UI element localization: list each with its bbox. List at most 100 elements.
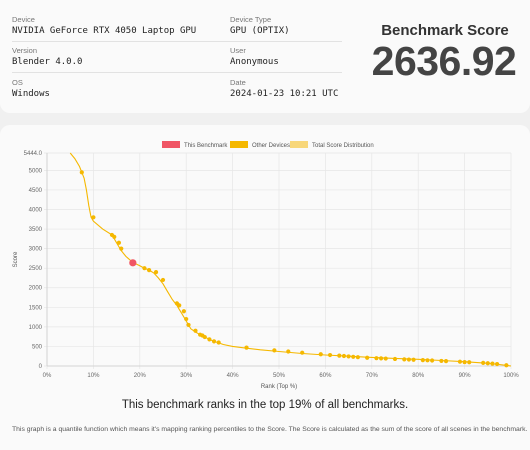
quantile-chart: 0% 10% 20% 30% 40% 50% 60% 70% 80% 90% 100% 0 500 100…: [13, 141, 519, 390]
other-device-point: [184, 316, 189, 322]
benchmark-info-card: Device NVIDIA GeForce RTX 4050 Laptop GP…: [0, 0, 530, 113]
y-tick-label: 5000: [29, 168, 43, 174]
other-device-point: [272, 348, 277, 353]
other-device-point: [116, 240, 122, 245]
y-tick-label: 4500: [29, 188, 43, 194]
y-tick-label: 1000: [29, 325, 43, 331]
other-device-point: [406, 357, 412, 362]
other-device-point: [318, 352, 323, 357]
user-label: User: [230, 46, 246, 55]
device-field: Device NVIDIA GeForce RTX 4050 Laptop GP…: [12, 15, 196, 37]
x-tick-label: 90%: [459, 373, 472, 379]
x-tick-label: 70%: [366, 373, 379, 379]
other-device-point: [439, 358, 444, 364]
other-device-point: [467, 360, 472, 365]
rank-summary: This benchmark ranks in the top 19% of a…: [121, 399, 409, 411]
x-tick-label: 0%: [43, 373, 52, 379]
y-tick-label: 3000: [29, 247, 43, 253]
chart-note: This graph is a quantile function which …: [12, 426, 528, 433]
other-device-point: [494, 361, 500, 367]
y-tick-label: 2000: [29, 286, 43, 292]
os-value: Windows: [12, 89, 50, 99]
other-device-point: [91, 215, 96, 220]
legend-label: This Benchmark: [184, 143, 228, 149]
other-device-point: [374, 356, 379, 361]
x-tick-label: 20%: [134, 373, 147, 379]
other-device-point: [383, 356, 388, 361]
other-device-point: [402, 357, 407, 362]
y-tick-label: 4000: [29, 207, 43, 213]
other-device-point: [378, 356, 384, 361]
x-tick-label: 40%: [227, 373, 240, 379]
y-tick-label: 5444.0: [24, 151, 43, 157]
date-label: Date: [230, 78, 246, 87]
chart-card: 0% 10% 20% 30% 40% 50% 60% 70% 80% 90% 100% 0 500 100…: [0, 125, 530, 450]
version-value: Blender 4.0.0: [12, 57, 83, 67]
x-tick-label: 60%: [319, 373, 332, 379]
other-device-point: [142, 266, 147, 271]
other-device-point: [346, 354, 351, 359]
legend-label: Other Devices: [252, 143, 290, 149]
other-device-point: [177, 303, 182, 308]
device-type-value: GPU (OPTIX): [230, 26, 290, 36]
other-device-point: [337, 353, 342, 358]
other-device-point: [411, 357, 416, 362]
divider: [12, 72, 342, 73]
x-tick-label: 10%: [87, 373, 100, 379]
other-device-point: [186, 322, 191, 328]
y-tick-label: 500: [32, 344, 43, 350]
other-device-point: [244, 345, 249, 350]
legend-swatch: [290, 141, 308, 148]
device-type-label: Device Type: [230, 15, 272, 24]
other-device-point: [300, 350, 305, 355]
other-device-point: [485, 361, 490, 366]
other-device-point: [425, 358, 430, 363]
other-device-point: [392, 356, 398, 362]
other-device-point: [341, 353, 347, 359]
date-value: 2024-01-23 10:21 UTC: [230, 89, 339, 99]
other-device-point: [365, 355, 370, 360]
date-field: Date 2024-01-23 10:21 UTC: [230, 78, 338, 100]
other-device-point: [146, 268, 152, 273]
y-tick-label: 2500: [29, 266, 43, 272]
other-device-point: [119, 246, 124, 251]
score-value: 2636.92: [371, 38, 517, 84]
user-value: Anonymous: [230, 57, 279, 67]
x-axis-label: Rank (Top %): [261, 384, 297, 390]
version-field: Version Blender 4.0.0: [12, 46, 82, 68]
y-tick-label: 1500: [29, 305, 43, 311]
other-device-point: [457, 359, 463, 364]
other-device-point: [504, 363, 509, 368]
other-device-point: [216, 340, 221, 345]
legend-swatch: [230, 141, 248, 148]
other-device-point: [420, 358, 425, 363]
other-device-point: [207, 337, 212, 342]
legend-swatch: [162, 141, 180, 148]
other-device-point: [355, 355, 360, 360]
y-tick-label: 0: [39, 364, 43, 370]
device-type-field: Device Type GPU (OPTIX): [230, 15, 290, 37]
other-device-point: [481, 360, 486, 365]
device-value: NVIDIA GeForce RTX 4050 Laptop GPU: [12, 26, 197, 36]
y-axis-label: Score: [13, 251, 19, 267]
os-field: OS Windows: [12, 78, 50, 100]
other-device-point: [286, 349, 291, 354]
other-device-point: [443, 359, 449, 364]
other-device-point: [202, 334, 207, 340]
other-device-point: [430, 358, 435, 363]
device-label: Device: [12, 15, 35, 24]
y-tick-label: 3500: [29, 227, 43, 233]
x-tick-label: 30%: [180, 373, 193, 379]
divider: [12, 41, 342, 42]
legend-label: Total Score Distribution: [312, 143, 374, 149]
other-device-point: [490, 361, 495, 366]
score-title: Benchmark Score: [381, 22, 509, 39]
other-device-point: [181, 309, 186, 314]
other-device-point: [211, 339, 217, 344]
other-device-point: [112, 234, 117, 239]
other-device-point: [462, 359, 467, 365]
user-field: User Anonymous: [230, 46, 279, 68]
other-device-point: [160, 277, 166, 283]
version-label: Version: [12, 46, 38, 55]
other-device-point: [79, 170, 84, 175]
